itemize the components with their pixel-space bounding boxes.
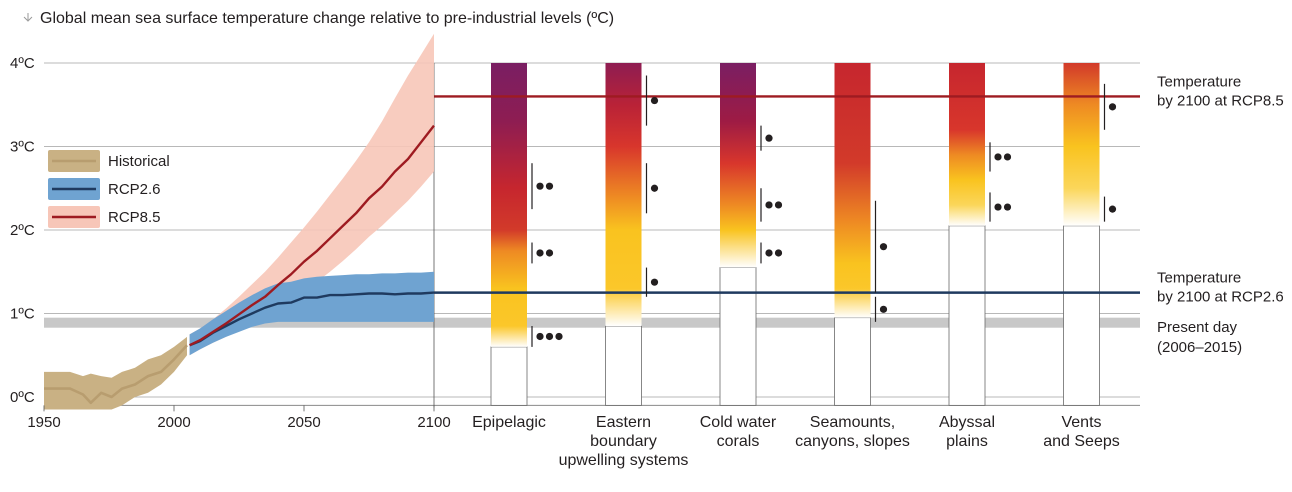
ecosystem-label: Epipelagic xyxy=(472,414,546,431)
ecosystem-bar-outline xyxy=(948,225,986,406)
confidence-dot xyxy=(545,332,554,341)
ecosystem-risk-bar xyxy=(834,63,871,318)
confidence-dot xyxy=(774,201,783,209)
reference-label-line1: Temperature xyxy=(1157,73,1241,90)
chart-title: Global mean sea surface temperature chan… xyxy=(40,10,614,27)
rcp26-series-line xyxy=(189,291,435,347)
uncertainty-bands-group xyxy=(44,33,434,410)
y-tick-label: 1ºC xyxy=(10,306,35,323)
legend-label: RCP2.6 xyxy=(108,181,161,198)
confidence-dot xyxy=(545,182,554,190)
x-tick-label: 2000 xyxy=(157,414,190,431)
legend-label: Historical xyxy=(108,153,170,170)
present-day-band-group xyxy=(44,317,1140,328)
historical-uncertainty-band xyxy=(44,336,187,410)
y-tick-label: 0ºC xyxy=(10,389,35,406)
confidence-dot xyxy=(994,153,1002,161)
confidence-dot xyxy=(765,201,773,209)
y-tick-label: 4ºC xyxy=(10,55,35,72)
ecosystem-risk-bar xyxy=(1063,63,1100,226)
confidence-dot xyxy=(765,134,773,142)
ecosystem-label: boundary xyxy=(590,433,657,450)
ecosystem-label: Cold water xyxy=(700,414,777,431)
present-day-label-line1: Present day xyxy=(1157,319,1238,336)
ecosystem-label: plains xyxy=(946,433,988,450)
confidence-dot xyxy=(1003,153,1012,161)
ecosystem-label: and Seeps xyxy=(1043,433,1120,450)
ecosystem-labels-group: Epipelagic Eastern boundary upwelling syste… xyxy=(472,414,1120,469)
confidence-dot xyxy=(1108,103,1117,111)
ecosystem-label: Vents xyxy=(1061,414,1101,431)
ecosystem-label: upwelling systems xyxy=(559,452,689,469)
rcp85-series-line xyxy=(189,124,435,347)
ecosystem-bar-outline xyxy=(834,317,871,406)
ecosystem-label: corals xyxy=(717,433,760,450)
confidence-dot xyxy=(536,249,544,257)
ecosystem-risk-bar xyxy=(949,63,985,226)
present-day-label-line2: (2006–2015) xyxy=(1157,339,1242,356)
confidence-dot xyxy=(1003,203,1012,211)
confidence-dot xyxy=(536,182,544,190)
confidence-dot xyxy=(650,278,659,286)
confidence-dot xyxy=(650,184,659,192)
series-lines-group xyxy=(44,124,435,405)
x-tick-label: 2100 xyxy=(417,414,450,431)
ecosystem-risk-bar xyxy=(491,63,527,347)
present-day-band xyxy=(44,317,1140,328)
ecosystem-label: Abyssal xyxy=(939,414,995,431)
y-tick-label: 2ºC xyxy=(10,222,35,239)
axes-group: 0ºC 1ºC 2ºC 3ºC 4ºC 1950 2000 2050 2100 xyxy=(10,55,451,431)
x-tick-label: 2050 xyxy=(287,414,320,431)
ecosystem-label: canyons, slopes xyxy=(795,433,910,450)
title-arrow-icon xyxy=(23,13,33,22)
y-tick-label: 3ºC xyxy=(10,139,35,156)
legend-label: RCP8.5 xyxy=(108,209,161,226)
historical-series-line xyxy=(44,344,188,405)
ecosystem-bar-outline xyxy=(605,325,642,406)
ecosystem-risk-bar xyxy=(605,63,642,327)
ecosystem-bar-outline xyxy=(490,346,528,406)
confidence-dot xyxy=(1108,205,1117,213)
legend: Historical RCP2.6 RCP8.5 xyxy=(48,150,170,228)
ecosystem-bars-group xyxy=(490,63,1100,406)
ecosystem-bar-outline xyxy=(719,267,757,406)
confidence-dot xyxy=(650,96,659,105)
confidence-dot xyxy=(879,305,888,313)
confidence-dot xyxy=(536,332,544,341)
confidence-markers-group xyxy=(531,75,1117,347)
confidence-dot xyxy=(555,332,563,341)
confidence-dot xyxy=(994,203,1002,211)
reference-label-line2: by 2100 at RCP8.5 xyxy=(1157,92,1284,109)
right-annotations-group: Temperature by 2100 at RCP8.5 Temperature b… xyxy=(1157,73,1284,356)
confidence-dot xyxy=(765,249,773,257)
ecosystem-risk-bar xyxy=(720,63,756,268)
confidence-dot xyxy=(774,249,783,257)
confidence-dot xyxy=(879,243,888,251)
rcp26-uncertainty-band xyxy=(189,271,434,356)
confidence-dot xyxy=(545,249,554,257)
ecosystem-bar-outline xyxy=(1063,225,1100,406)
x-tick-label: 1950 xyxy=(27,414,60,431)
reference-label-line2: by 2100 at RCP2.6 xyxy=(1157,289,1284,306)
ecosystem-label: Seamounts, xyxy=(810,414,895,431)
ecosystem-label: Eastern xyxy=(596,414,651,431)
reference-label-line1: Temperature xyxy=(1157,270,1241,287)
reference-lines-group xyxy=(434,95,1140,294)
